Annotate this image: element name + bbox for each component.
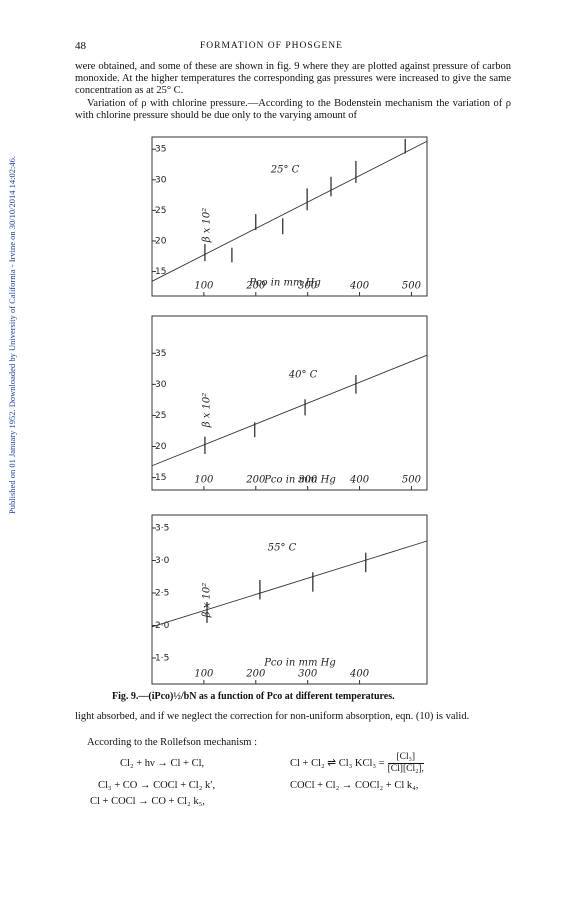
fraction: [Cl₃] [Cl][Cl₂], (387, 752, 424, 775)
y-tick-label: 30 (155, 380, 167, 390)
plot-frame (151, 315, 428, 491)
y-tick-label: 3·0 (155, 556, 170, 566)
x-tick-label: 400 (349, 669, 370, 680)
x-axis-label: Pco in mm Hg (263, 658, 336, 669)
annotation: 40° C (288, 370, 318, 381)
fit-line (151, 354, 428, 467)
y-tick-label: 15 (155, 473, 166, 483)
x-tick-label: 400 (349, 475, 370, 486)
y-tick-label: 3·5 (155, 524, 169, 534)
x-tick-label: 300 (298, 669, 318, 680)
equation: Cl + Cl₂ ⇌ Cl₃ KCl₃ = [Cl₃] [Cl][Cl₂], (290, 752, 424, 775)
paragraph: Variation of ρ with chlorine pressure.—A… (75, 98, 511, 121)
plot-frame (151, 514, 428, 685)
y-tick-label: 20 (155, 442, 167, 452)
y-tick-label: 2·0 (155, 621, 170, 631)
x-tick-label: 400 (349, 281, 370, 292)
equation: Cl₃ + CO → COCl + Cl₂ k′, (98, 780, 216, 791)
x-axis-label: Pco in mm Hg (248, 278, 321, 289)
equation: COCl + Cl₂ → COCl₂ + Cl k₄, (290, 780, 419, 791)
annotation: 25° C (270, 165, 300, 176)
paragraph: were obtained, and some of these are sho… (75, 61, 511, 96)
y-tick-label: 1·5 (155, 654, 169, 664)
x-tick-label: 300 (298, 281, 318, 292)
running-title: FORMATION OF PHOSGENE (200, 41, 343, 51)
x-axis-label: Pco in mm Hg (263, 475, 336, 486)
y-tick-label: 20 (155, 236, 167, 246)
equation: Cl + COCl → CO + Cl₂ k₅, (90, 796, 205, 807)
fit-line (151, 540, 428, 628)
x-tick-label: 300 (298, 475, 318, 486)
x-tick-label: 200 (245, 475, 266, 486)
y-axis-label: β x 10² (202, 208, 213, 244)
denominator: [Cl][Cl₂], (387, 764, 424, 774)
y-tick-label: 30 (155, 175, 167, 185)
y-axis-label: β x 10² (202, 583, 213, 619)
y-axis-label: β x 10² (202, 393, 213, 429)
y-tick-label: 15 (155, 267, 166, 277)
plot-frame (151, 136, 428, 297)
page-number: 48 (75, 40, 86, 52)
equation: Cl₂ + hν → Cl + Cl, (120, 758, 205, 769)
y-tick-label: 25 (155, 411, 166, 421)
y-tick-label: 35 (155, 349, 166, 359)
x-tick-label: 100 (194, 669, 214, 680)
paragraph: light absorbed, and if we neglect the co… (75, 711, 470, 722)
equation-text: Cl + Cl₂ ⇌ Cl₃ KCl₃ = (290, 757, 385, 769)
x-tick-label: 500 (402, 475, 422, 486)
x-tick-label: 100 (194, 475, 214, 486)
y-tick-label: 35 (155, 145, 166, 155)
x-tick-label: 200 (245, 281, 266, 292)
y-tick-label: 25 (155, 206, 166, 216)
annotation: 55° C (268, 543, 297, 554)
caption: Fig. 9.—(iPco)½/bN as a function of Pco … (112, 691, 395, 702)
x-tick-label: 200 (245, 669, 266, 680)
fit-line (151, 140, 428, 282)
x-tick-label: 500 (402, 281, 422, 292)
paragraph: According to the Rollefson mechanism : (87, 737, 258, 748)
x-tick-label: 100 (194, 281, 214, 292)
y-tick-label: 2·5 (155, 589, 169, 599)
numerator: [Cl₃] (387, 752, 424, 764)
